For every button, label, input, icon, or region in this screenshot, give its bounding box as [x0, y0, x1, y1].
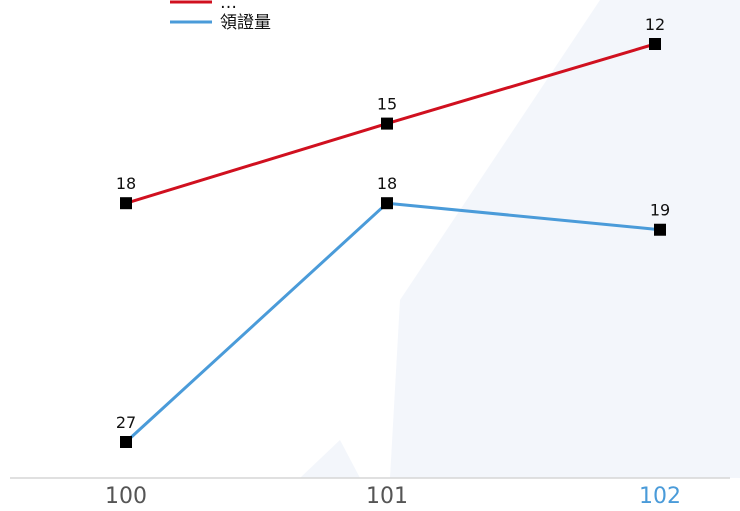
- data-point: [381, 117, 393, 130]
- data-label: 15: [377, 95, 397, 114]
- data-point: [381, 197, 393, 210]
- x-tick-label: 101: [366, 484, 408, 507]
- data-label: 18: [116, 174, 136, 193]
- legend-label: …: [220, 0, 237, 13]
- x-tick-label: 102: [639, 484, 681, 507]
- data-point: [654, 223, 666, 236]
- data-point: [120, 197, 132, 210]
- data-label: 27: [116, 413, 136, 432]
- background-shape: [300, 440, 360, 478]
- legend-label: 領證量: [220, 13, 271, 33]
- data-point: [120, 436, 132, 448]
- data-point: [649, 38, 661, 50]
- background-shape: [390, 0, 740, 478]
- x-tick-label: 100: [105, 484, 147, 507]
- data-label: 19: [650, 201, 670, 220]
- data-label: 18: [377, 174, 397, 193]
- data-label: 12: [645, 15, 665, 34]
